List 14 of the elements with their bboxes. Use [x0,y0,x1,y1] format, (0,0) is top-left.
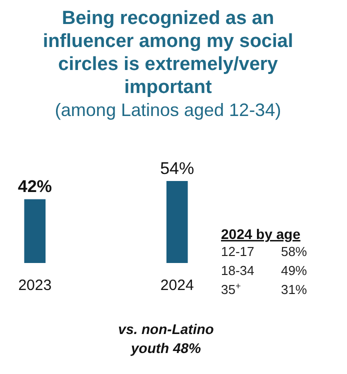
data-label: 42% [18,177,52,196]
chart-title: Being recognized as an influencer among my social circles is extremely/very important [42,8,294,98]
annotation: 18-34 [221,263,254,278]
text: 49% [280,263,308,278]
text: 58% [280,244,308,259]
data-label: 54% [160,159,194,178]
text: vs. non-Latino youth 48% [118,321,214,356]
text: 35$^{+}$ [221,281,241,297]
x-tick-label: 2024 [160,277,194,294]
chart-subtitle: (among Latinos aged 12-34) [54,100,282,120]
x-tick-label: 2023 [18,277,52,294]
annotation: 2024 by age [221,226,301,242]
annotation: 12-17 [221,244,254,259]
text: 31% [280,282,308,297]
